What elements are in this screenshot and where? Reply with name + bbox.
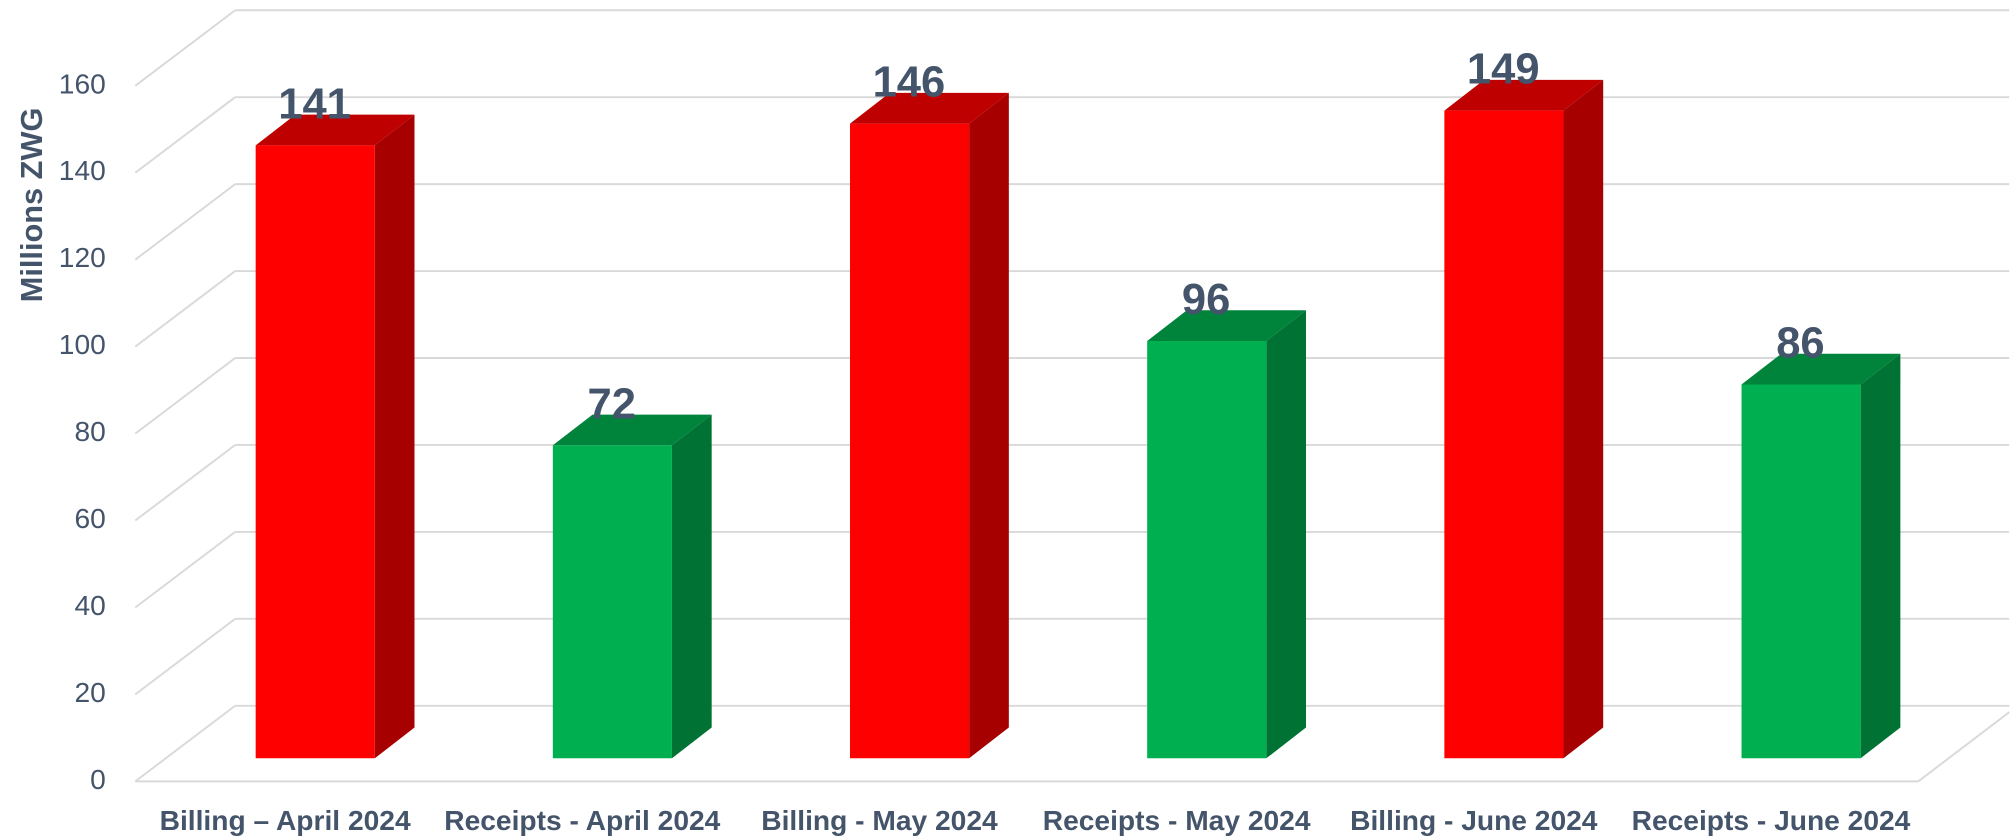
floor-right-edge — [1917, 711, 2010, 783]
grid-line-side — [134, 270, 236, 348]
bar — [1444, 79, 1604, 759]
y-tick-label: 80 — [74, 415, 105, 447]
bar-side — [1266, 310, 1307, 759]
grid-line-side — [134, 9, 236, 87]
bar-side — [374, 114, 415, 759]
bar-front — [1444, 110, 1564, 759]
x-tick-label: Receipts - April 2024 — [444, 804, 720, 836]
grid-line-side — [134, 705, 236, 783]
bar-front — [255, 145, 375, 759]
y-tick-label: 20 — [74, 676, 105, 708]
value-label: 72 — [588, 380, 636, 428]
grid-line-side — [134, 96, 236, 174]
bar-front — [1741, 384, 1861, 759]
value-label: 96 — [1182, 276, 1230, 324]
y-tick-label: 140 — [59, 154, 106, 186]
bar — [850, 92, 1009, 759]
value-label: 149 — [1467, 46, 1540, 94]
bar-top — [1444, 79, 1604, 111]
grid-line-side — [134, 444, 236, 522]
bar-top — [1147, 310, 1307, 341]
bar-side — [1563, 79, 1604, 759]
bar-front — [850, 123, 970, 759]
bar-front — [552, 445, 672, 759]
y-tick-label: 160 — [59, 67, 106, 99]
grid-line-side — [134, 357, 236, 435]
x-tick-label: Billing - June 2024 — [1350, 804, 1598, 836]
value-label: 146 — [873, 59, 946, 107]
y-tick-label: 40 — [74, 589, 105, 621]
y-tick-label: 60 — [74, 502, 105, 534]
bar-top — [1741, 353, 1901, 385]
bar-top — [850, 92, 1009, 124]
x-tick-label: Receipts - June 2024 — [1632, 804, 1911, 836]
y-tick-label: 120 — [59, 241, 106, 273]
bar — [552, 414, 712, 759]
x-tick-label: Billing – April 2024 — [160, 804, 411, 836]
bar — [255, 114, 415, 759]
y-axis-label: Millions ZWG — [14, 108, 49, 303]
y-tick-label: 100 — [59, 328, 106, 360]
bar-top — [255, 114, 415, 146]
grid-line-side — [134, 183, 236, 261]
bar-side — [969, 92, 1009, 759]
bar-front — [1147, 340, 1267, 759]
value-label: 141 — [278, 80, 351, 128]
grid-line-side — [134, 618, 236, 696]
bar-top — [552, 414, 712, 446]
bar-side — [1860, 353, 1901, 759]
bar — [1741, 353, 1901, 759]
x-tick-label: Receipts - May 2024 — [1043, 804, 1311, 836]
bar — [1147, 310, 1307, 759]
x-tick-label: Billing - May 2024 — [761, 804, 998, 836]
grid-line-side — [134, 531, 236, 609]
y-tick-label: 0 — [90, 763, 106, 795]
bar-side — [671, 414, 712, 759]
value-label: 86 — [1776, 320, 1824, 368]
